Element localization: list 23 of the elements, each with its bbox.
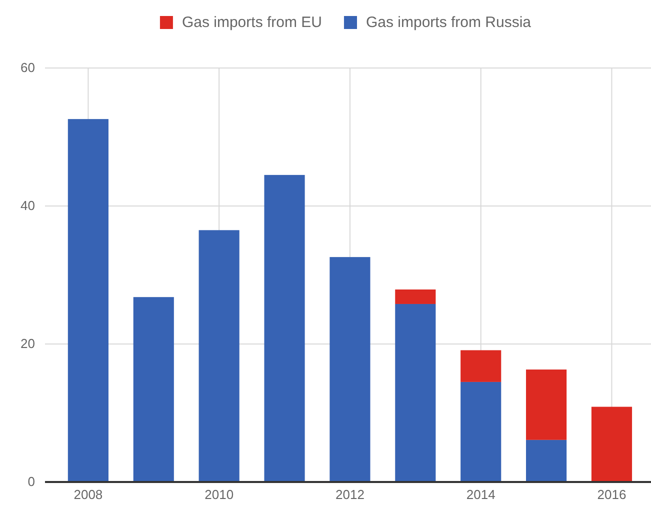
- bar: [198, 230, 240, 482]
- bar: [395, 289, 436, 304]
- bar: [460, 350, 502, 382]
- y-tick-label: 0: [28, 474, 35, 490]
- y-tick-label: 60: [20, 60, 35, 76]
- y-tick-label: 40: [20, 198, 35, 214]
- bar: [591, 406, 632, 482]
- bar: [133, 297, 174, 482]
- bar: [68, 119, 108, 482]
- bar: [460, 382, 502, 482]
- bar: [330, 257, 370, 482]
- legend-label: Gas imports from Russia: [366, 14, 532, 31]
- legend-label: Gas imports from EU: [182, 14, 322, 31]
- x-tick-label: 2010: [204, 487, 234, 502]
- bar: [264, 174, 305, 482]
- x-tick-label: 2012: [336, 487, 364, 502]
- x-tick-label: 2008: [74, 487, 103, 502]
- y-tick-label: 20: [20, 336, 35, 352]
- bar: [526, 440, 567, 482]
- x-tick-label: 2014: [466, 487, 496, 502]
- bar: [395, 304, 436, 482]
- x-tick-label: 2016: [597, 487, 626, 502]
- bar: [526, 370, 567, 440]
